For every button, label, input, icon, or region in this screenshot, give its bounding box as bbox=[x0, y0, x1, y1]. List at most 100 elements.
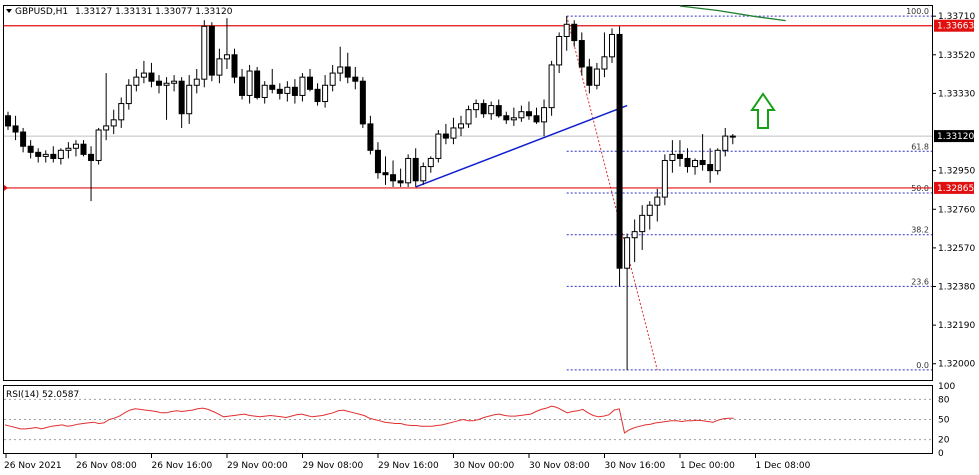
candle bbox=[367, 115, 374, 155]
candle bbox=[609, 28, 615, 63]
price-tick-label: 1.32950 bbox=[938, 167, 975, 177]
candle bbox=[676, 140, 683, 167]
candle bbox=[661, 154, 668, 206]
rsi-panel-frame bbox=[3, 385, 933, 454]
candle bbox=[525, 101, 532, 120]
candle bbox=[299, 73, 306, 102]
candle bbox=[322, 75, 329, 108]
candle bbox=[314, 83, 321, 106]
candle bbox=[548, 60, 555, 116]
candle bbox=[503, 111, 510, 124]
candle bbox=[556, 32, 563, 74]
fib-level-label: 38.2 bbox=[911, 226, 929, 235]
time-tick-label: 26 Nov 08:00 bbox=[76, 461, 137, 471]
current-price-tag: 1.33120 bbox=[937, 132, 974, 142]
rsi-tick-label: 80 bbox=[938, 395, 950, 405]
candle bbox=[390, 160, 397, 187]
candle bbox=[374, 142, 381, 179]
current-price-tag-bg bbox=[934, 130, 974, 143]
candle bbox=[284, 81, 291, 102]
candle bbox=[193, 69, 200, 94]
rsi-tick-label: 20 bbox=[938, 436, 950, 446]
candle bbox=[707, 148, 714, 183]
price-tick-label: 1.32570 bbox=[938, 244, 975, 254]
candle bbox=[541, 99, 548, 137]
fib-level-label: 100.0 bbox=[906, 7, 929, 16]
candle bbox=[412, 148, 419, 187]
candle bbox=[261, 81, 268, 104]
drawn-objects[interactable] bbox=[4, 5, 932, 191]
candle bbox=[639, 205, 646, 250]
candle bbox=[239, 69, 246, 100]
candle bbox=[125, 79, 132, 110]
time-tick-label: 26 Nov 2021 bbox=[4, 461, 62, 471]
candle bbox=[631, 219, 638, 263]
candle bbox=[420, 162, 427, 185]
candle bbox=[344, 52, 351, 84]
candle bbox=[35, 148, 42, 163]
candlestick-series bbox=[5, 16, 736, 370]
fib-level-label: 61.8 bbox=[911, 142, 929, 151]
rsi-tick-label: 50 bbox=[938, 416, 950, 426]
candle bbox=[80, 140, 87, 157]
price-axis: 1.33710 1.33520 1.33330 1.32950 1.32760 1.325… bbox=[932, 12, 975, 370]
candle bbox=[518, 105, 525, 122]
candle bbox=[533, 107, 540, 124]
candle bbox=[50, 146, 57, 163]
candle bbox=[699, 134, 706, 171]
candle bbox=[563, 16, 570, 51]
candle bbox=[450, 117, 457, 145]
candle bbox=[171, 75, 178, 92]
candle bbox=[103, 73, 110, 141]
candle bbox=[616, 26, 623, 287]
candle bbox=[571, 20, 578, 47]
fib-level-label: 0.0 bbox=[916, 361, 929, 370]
time-tick-label: 26 Nov 16:00 bbox=[152, 461, 213, 471]
candle bbox=[488, 101, 495, 120]
symbol-dropdown-icon[interactable] bbox=[6, 9, 12, 13]
candle bbox=[246, 64, 253, 104]
candle bbox=[156, 75, 162, 94]
price-tick-label: 1.32190 bbox=[938, 321, 975, 331]
time-tick-label: 1 Dec 00:00 bbox=[680, 461, 735, 471]
rsi-indicator: 100 80 50 20 0 bbox=[4, 382, 955, 459]
price-tags: 1.33663 1.33120 1.32865 bbox=[934, 19, 974, 194]
candle bbox=[684, 148, 691, 173]
price-tick-label: 1.33330 bbox=[938, 89, 975, 99]
candle bbox=[27, 140, 34, 159]
time-tick-label: 1 Dec 08:00 bbox=[756, 461, 811, 471]
candle bbox=[593, 62, 600, 90]
time-tick-label: 30 Nov 00:00 bbox=[454, 461, 515, 471]
candle bbox=[359, 77, 366, 128]
resistance-price-tag: 1.33663 bbox=[937, 22, 974, 32]
candle bbox=[480, 99, 487, 118]
candle bbox=[624, 233, 631, 370]
moving-average-line bbox=[679, 5, 786, 22]
time-tick-label: 29 Nov 16:00 bbox=[378, 461, 439, 471]
candle bbox=[12, 115, 19, 141]
candle bbox=[201, 20, 208, 88]
candle bbox=[337, 46, 344, 82]
candle bbox=[65, 142, 72, 159]
rsi-line bbox=[4, 405, 734, 434]
candle bbox=[88, 146, 95, 202]
support-marker-icon bbox=[4, 184, 8, 191]
time-tick-label: 30 Nov 16:00 bbox=[605, 461, 666, 471]
candle bbox=[223, 18, 230, 70]
candle bbox=[586, 58, 593, 94]
ohlc-label: 1.33127 1.33131 1.33077 1.33120 bbox=[75, 7, 233, 17]
candle bbox=[397, 168, 404, 187]
candle bbox=[442, 123, 449, 145]
resistance-price-tag-bg bbox=[934, 19, 974, 32]
candle bbox=[178, 77, 185, 128]
candle bbox=[186, 75, 193, 124]
main-chart-frame bbox=[3, 5, 933, 381]
price-tick-label: 1.33520 bbox=[938, 51, 975, 61]
candle bbox=[458, 115, 464, 137]
time-tick-label: 29 Nov 00:00 bbox=[227, 461, 288, 471]
rsi-label: RSI(14) 52.0587 bbox=[6, 390, 79, 400]
candle bbox=[110, 109, 117, 135]
candle bbox=[148, 62, 155, 88]
candle bbox=[435, 129, 442, 163]
